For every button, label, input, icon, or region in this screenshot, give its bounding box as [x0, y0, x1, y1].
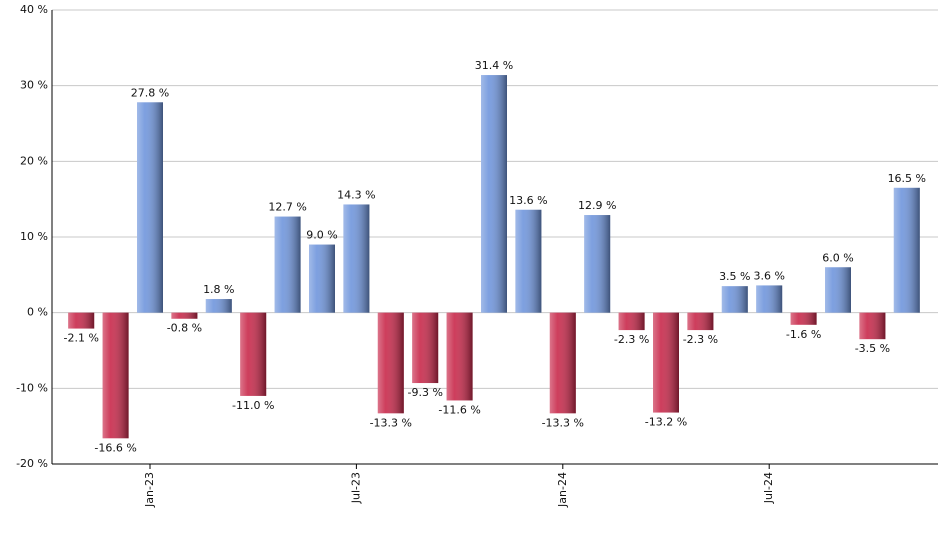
value-label: -11.0 % [232, 399, 274, 412]
value-label: 16.5 % [888, 172, 926, 185]
y-tick-label: 20 % [20, 154, 48, 167]
y-tick-label: 0 % [27, 306, 48, 319]
y-tick-label: 30 % [20, 79, 48, 92]
value-label: 9.0 % [306, 229, 337, 242]
value-label: 13.6 % [509, 194, 547, 207]
x-tick-label: Jul-24 [762, 472, 775, 504]
value-label: -11.6 % [438, 403, 480, 416]
value-label: -1.6 % [786, 328, 821, 341]
value-label: 12.9 % [578, 199, 616, 212]
y-tick-label: 10 % [20, 230, 48, 243]
value-label: 31.4 % [475, 59, 513, 72]
y-tick-label: 40 % [20, 3, 48, 16]
value-label: -16.6 % [94, 441, 136, 454]
y-tick-label: -20 % [16, 457, 48, 470]
x-tick-label: Jul-23 [349, 472, 362, 504]
y-tick-label: -10 % [16, 381, 48, 394]
value-label: -2.1 % [63, 332, 98, 345]
value-label: -13.3 % [542, 416, 584, 429]
value-label: 1.8 % [203, 283, 234, 296]
value-label: -0.8 % [167, 322, 202, 335]
value-label: 3.5 % [719, 270, 750, 283]
value-label: 14.3 % [337, 188, 375, 201]
value-label: -13.2 % [645, 416, 687, 429]
value-label: 6.0 % [822, 251, 853, 264]
value-label: -2.3 % [683, 333, 718, 346]
value-label: 12.7 % [268, 201, 306, 214]
value-label: -13.3 % [370, 416, 412, 429]
value-label: -3.5 % [855, 342, 890, 355]
value-label: 27.8 % [131, 86, 169, 99]
x-tick-label: Jan-23 [143, 472, 156, 508]
x-tick-label: Jan-24 [556, 472, 569, 508]
value-label: 3.6 % [753, 269, 784, 282]
value-label: -2.3 % [614, 333, 649, 346]
value-label: -9.3 % [407, 386, 442, 399]
